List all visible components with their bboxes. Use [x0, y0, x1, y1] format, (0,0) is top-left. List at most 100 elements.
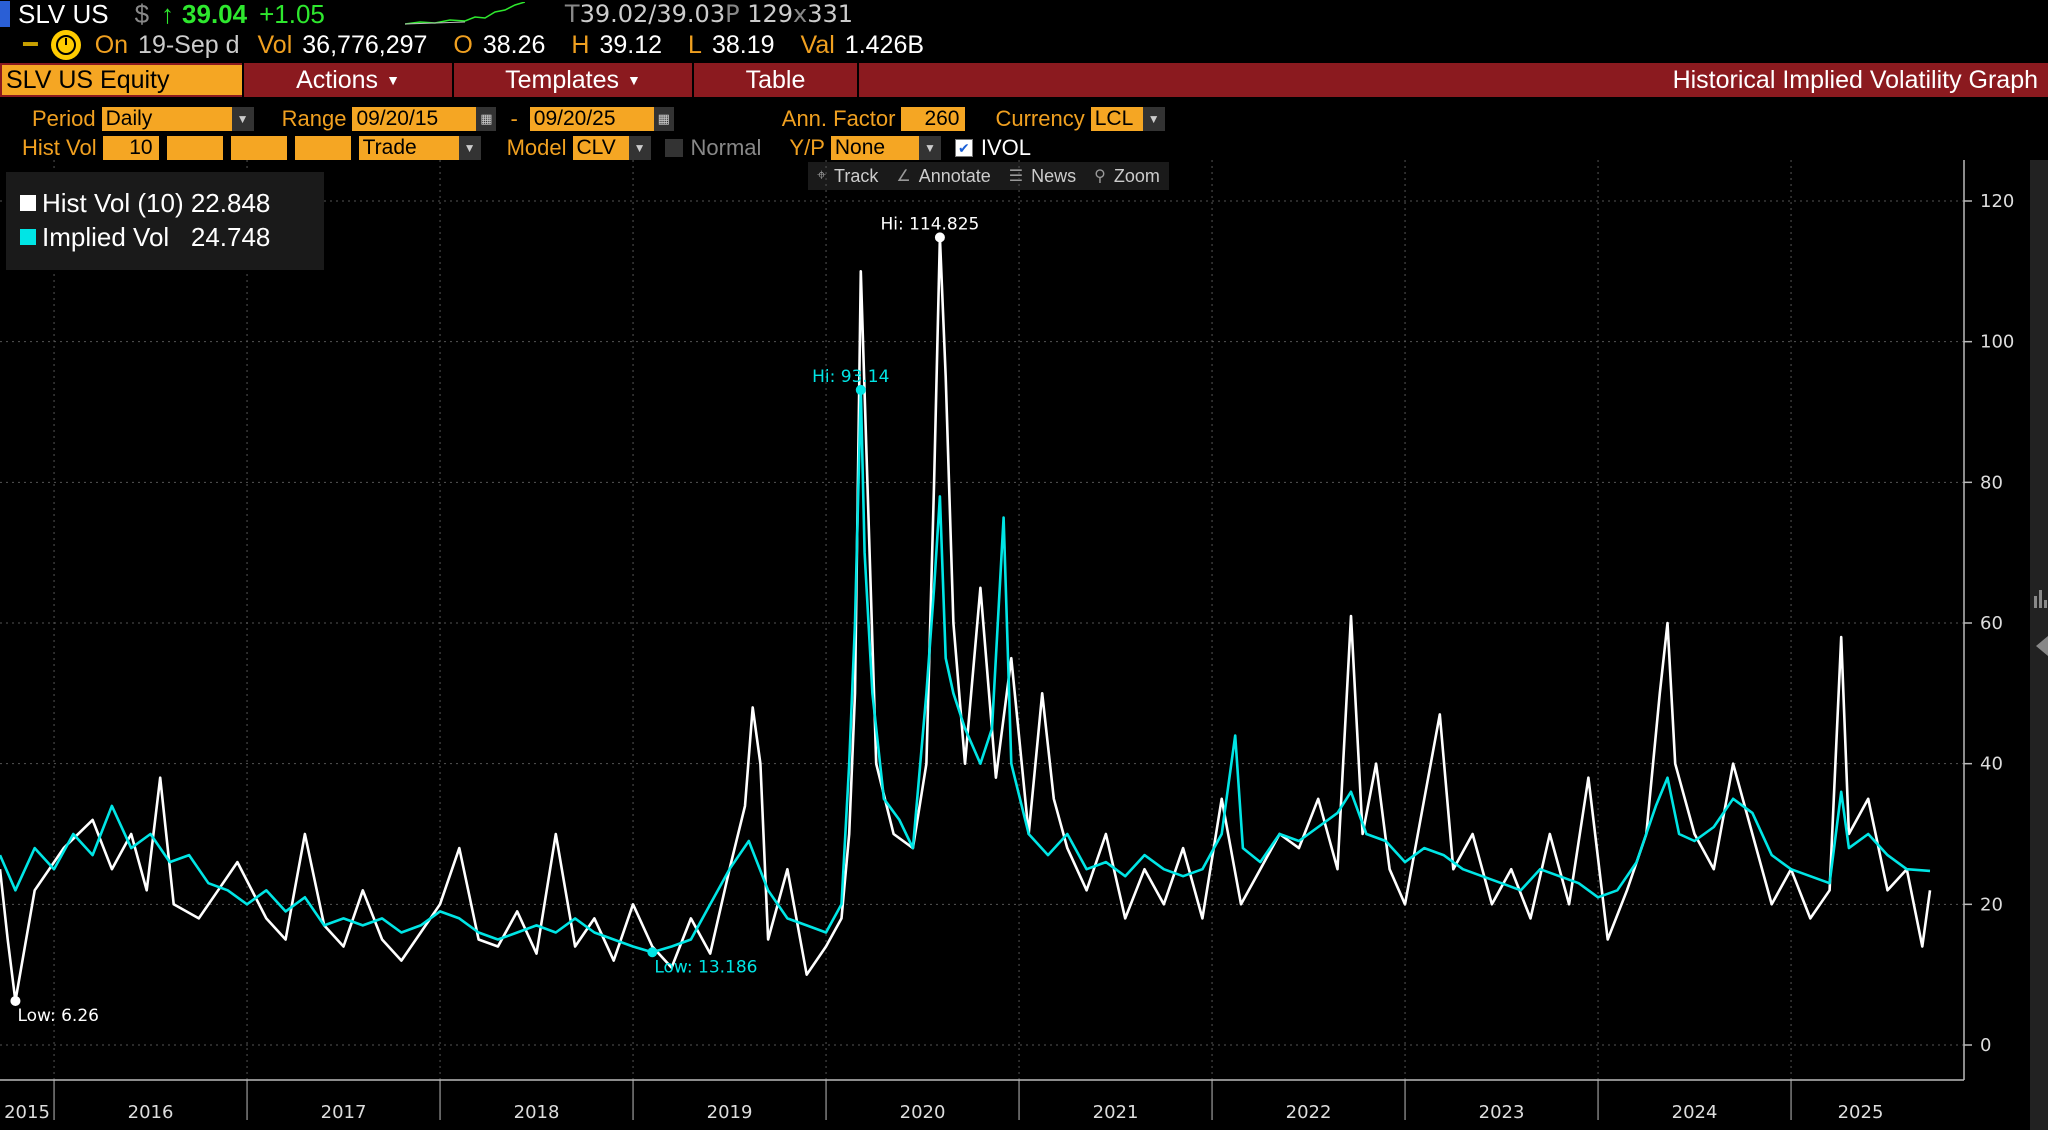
up-arrow-icon: ↑	[161, 0, 175, 29]
size-separator: x	[793, 0, 808, 28]
chevron-down-icon[interactable]: ▼	[1142, 107, 1165, 131]
legend-item-hist-vol[interactable]: Hist Vol (10) 22.848	[20, 186, 270, 220]
options-row-2: Hist Vol 10 Trade ▼ Model CLV ▼ Normal Y/P…	[22, 134, 1031, 162]
sparkline-icon	[404, 2, 525, 25]
legend-swatch	[20, 229, 36, 245]
bid-ask: T39.02/39.03P 129x331	[564, 0, 854, 28]
session-date: 19-Sep d	[138, 30, 240, 59]
extreme-marker[interactable]	[934, 232, 945, 243]
bar-chart-icon[interactable]	[2034, 590, 2047, 608]
currency-label: Currency	[995, 106, 1085, 131]
series-line-hist-vol-10[interactable]	[0, 236, 1932, 1003]
hist-vol-input-3[interactable]	[230, 136, 287, 160]
collapse-arrow-icon[interactable]	[2036, 636, 2048, 656]
yp-label: Y/P	[789, 135, 825, 160]
zoom-button[interactable]: ⚲ Zoom	[1085, 162, 1169, 190]
y-tick-label: 100	[1980, 332, 2014, 353]
currency-symbol: $	[134, 0, 150, 29]
ann-factor-input[interactable]: 260	[901, 107, 966, 131]
chevron-down-icon[interactable]: ▼	[628, 136, 651, 160]
legend-item-implied-vol[interactable]: Implied Vol 24.748	[20, 220, 270, 254]
range-label: Range	[281, 106, 347, 131]
y-tick-label: 80	[1980, 472, 2003, 493]
hist-vol-input-2[interactable]	[166, 136, 223, 160]
x-tick-label: 2017	[321, 1102, 367, 1123]
extreme-label: Low: 13.186	[654, 957, 757, 977]
open-label: O	[453, 30, 473, 59]
track-button[interactable]: ⌖ Track	[808, 162, 887, 190]
chevron-down-icon[interactable]: ▼	[458, 136, 481, 160]
ann-factor-label: Ann. Factor	[781, 106, 896, 131]
x-tick-label: 2016	[128, 1102, 174, 1123]
page-title: Historical Implied Volatility Graph	[1672, 65, 2038, 94]
magnifier-icon: ⚲	[1094, 168, 1106, 185]
pencil-icon: ∠	[896, 168, 911, 185]
ticker[interactable]: SLV US	[18, 0, 109, 29]
normal-checkbox[interactable]	[664, 139, 683, 157]
normal-label: Normal	[690, 135, 762, 160]
value-amount: 1.426B	[844, 30, 925, 59]
x-tick-label: 2015	[4, 1102, 50, 1123]
x-tick-label: 2018	[514, 1102, 560, 1123]
extreme-marker[interactable]	[10, 995, 21, 1006]
ask-price: 39.03	[656, 0, 726, 28]
extreme-marker[interactable]	[855, 384, 866, 395]
calendar-icon[interactable]: ▦	[653, 107, 674, 131]
ask-size: 331	[807, 0, 854, 28]
hist-vol-input-4[interactable]	[294, 136, 351, 160]
speedometer-icon[interactable]	[50, 30, 81, 60]
y-tick-label: 60	[1980, 613, 2003, 634]
hist-vol-input-1[interactable]: 10	[102, 136, 159, 160]
series-line-implied-vol[interactable]	[0, 388, 1931, 954]
legend-value: 22.848	[190, 187, 271, 218]
extreme-label: Hi: 114.825	[880, 214, 979, 234]
y-tick-label: 120	[1980, 191, 2014, 212]
chart-toolbar: ⌖ Track ∠ Annotate ☰ News ⚲ Zoom	[808, 162, 1169, 190]
range-separator: -	[510, 106, 518, 131]
high-value: 39.12	[599, 30, 663, 59]
model-label: Model	[506, 135, 567, 160]
legend-label: Hist Vol (10)	[42, 187, 184, 218]
menu-divider	[857, 63, 859, 97]
track-label: Track	[834, 165, 879, 186]
low-label: L	[688, 30, 702, 59]
extreme-marker[interactable]	[647, 947, 658, 958]
hist-vol-label: Hist Vol	[22, 135, 97, 160]
chevron-down-icon[interactable]: ▼	[231, 107, 254, 131]
caret-down-icon: ▼	[627, 72, 641, 88]
actions-label: Actions	[296, 65, 379, 94]
options-row-1: Period Daily ▼ Range 09/20/15 ▦ - 09/20/25…	[32, 105, 1179, 133]
table-label: Table	[745, 65, 806, 94]
range-end-input[interactable]: 09/20/25	[529, 107, 654, 131]
x-tick-label: 2022	[1286, 1102, 1332, 1123]
quote-row: SLV US $ ↑ 39.04 +1.05 T39.02/39.03P 129…	[0, 0, 854, 29]
extreme-label: Hi: 93.14	[812, 367, 889, 387]
yp-select[interactable]: None	[830, 136, 919, 160]
table-button[interactable]: Table	[692, 63, 857, 97]
news-label: News	[1031, 165, 1077, 186]
security-field[interactable]: SLV US Equity	[2, 65, 242, 95]
period-select[interactable]: Daily	[101, 107, 232, 131]
on-label: On	[94, 30, 129, 59]
open-value: 38.26	[482, 30, 546, 59]
actions-menu[interactable]: Actions ▼	[242, 63, 452, 97]
security-marker	[0, 1, 10, 27]
calendar-icon[interactable]: ▦	[476, 107, 497, 131]
chevron-down-icon[interactable]: ▼	[918, 136, 941, 160]
ivol-label: IVOL	[980, 135, 1032, 160]
low-value: 38.19	[711, 30, 775, 59]
caret-down-icon: ▼	[386, 72, 400, 88]
ivol-checkbox[interactable]: ✔	[954, 139, 973, 157]
price-change: +1.05	[259, 0, 325, 29]
trade-select[interactable]: Trade	[358, 136, 459, 160]
bid-size: 129	[747, 0, 794, 28]
volatility-chart[interactable]: Hi: 114.825 Hi: 93.14 Low: 6.26 Low: 13.186…	[0, 160, 2048, 1130]
range-start-input[interactable]: 09/20/15	[352, 107, 477, 131]
currency-select[interactable]: LCL	[1090, 107, 1143, 131]
model-select[interactable]: CLV	[572, 136, 629, 160]
annotate-button[interactable]: ∠ Annotate	[887, 162, 999, 190]
legend: Hist Vol (10) 22.848 Implied Vol 24.748	[6, 172, 324, 270]
templates-menu[interactable]: Templates ▼	[452, 63, 692, 97]
zoom-label: Zoom	[1113, 165, 1160, 186]
high-label: H	[571, 30, 590, 59]
